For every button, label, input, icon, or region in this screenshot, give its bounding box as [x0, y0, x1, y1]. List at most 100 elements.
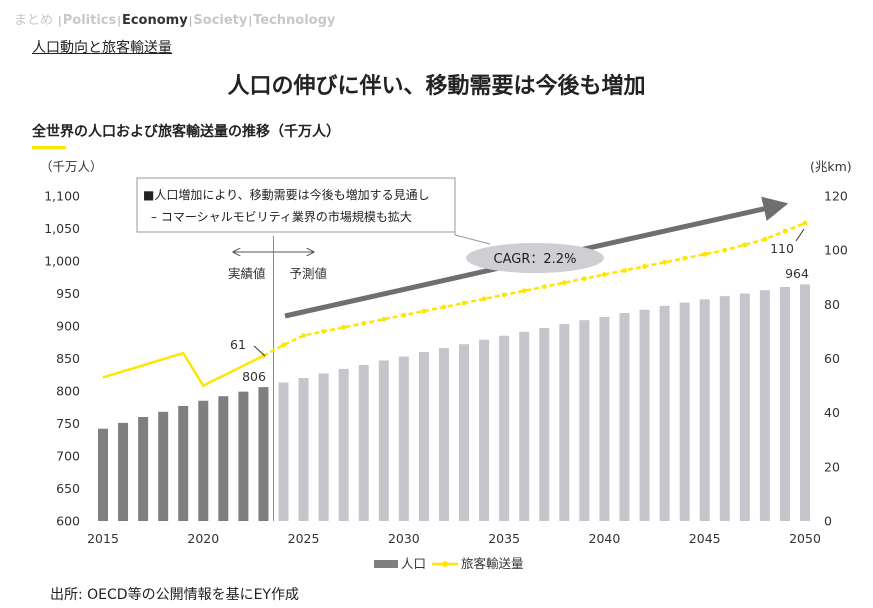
legend-swatch-population	[374, 560, 398, 568]
transport-point	[762, 236, 768, 242]
transport-point	[481, 296, 487, 302]
note-line: ■人口増加により、移動需要は今後も増加する見通し	[143, 187, 430, 202]
right-axis-unit: (兆km)	[810, 159, 852, 174]
y-left-tick-label: 750	[56, 416, 80, 431]
y-left-tick-label: 900	[56, 319, 80, 334]
data-label-population: 806	[242, 369, 266, 384]
transport-line-forecast	[262, 221, 806, 357]
y-right-tick-label: 40	[824, 405, 840, 420]
chart-heading: 全世界の人口および旅客輸送量の推移（千万人）	[32, 124, 340, 140]
bar-forecast	[539, 327, 550, 521]
nav-item-technology[interactable]: Technology	[253, 13, 336, 28]
bar-forecast	[579, 320, 590, 521]
bar-forecast	[278, 382, 289, 521]
bar-forecast	[639, 309, 650, 521]
transport-point	[541, 284, 547, 290]
transport-point	[261, 353, 266, 359]
note-box	[136, 177, 456, 233]
transport-point	[521, 288, 527, 294]
bar-forecast	[719, 296, 730, 521]
bar-forecast	[619, 313, 630, 521]
y-right-tick-label: 20	[824, 459, 840, 474]
data-label-transport: 61	[230, 337, 246, 352]
bar-forecast	[739, 293, 750, 521]
y-left-tick-label: 600	[56, 514, 80, 529]
bar-actual	[118, 422, 129, 521]
transport-point	[501, 292, 507, 298]
legend-marker-transport	[442, 561, 448, 567]
transport-point	[622, 268, 627, 273]
bar-forecast	[679, 302, 690, 521]
x-tick-label: 2015	[87, 531, 119, 546]
transport-point	[742, 242, 748, 248]
transport-point	[301, 333, 306, 338]
y-left-tick-label: 1,050	[44, 221, 80, 236]
bar-forecast	[659, 305, 670, 521]
bar-forecast	[599, 316, 610, 521]
transport-line-actual	[102, 351, 265, 388]
bar-actual	[238, 391, 249, 521]
transport-point	[461, 300, 467, 306]
nav-item-politics[interactable]: Politics	[62, 13, 117, 28]
bar-forecast	[358, 365, 369, 521]
bar-actual	[198, 400, 209, 521]
bar-actual	[258, 387, 269, 521]
cagr-oval	[466, 243, 604, 273]
y-right-tick-label: 0	[824, 514, 832, 529]
legend-label-population: 人口	[401, 556, 426, 571]
cagr-label: CAGR：2.2%	[494, 252, 577, 267]
bar-forecast	[459, 344, 470, 521]
y-left-tick-label: 950	[56, 286, 80, 301]
nav-separator: |	[188, 14, 193, 27]
bar-forecast	[699, 299, 710, 521]
bar-forecast	[759, 290, 770, 521]
nav-separator: |	[248, 14, 253, 27]
y-left-tick-label: 1,000	[44, 254, 80, 269]
transport-point	[602, 272, 607, 277]
x-tick-label: 2045	[689, 531, 721, 546]
y-left-tick-label: 650	[56, 481, 80, 496]
transport-point	[381, 316, 387, 322]
bar-actual	[158, 411, 169, 521]
bar-actual	[178, 405, 189, 521]
transport-point	[802, 220, 808, 226]
x-tick-label: 2020	[187, 531, 219, 546]
transport-point	[401, 312, 407, 318]
x-tick-label: 2025	[288, 531, 320, 546]
y-left-tick-label: 1,100	[44, 189, 80, 204]
transport-point	[421, 308, 427, 314]
transport-point	[361, 320, 367, 326]
data-label-population: 964	[785, 266, 809, 281]
transport-point	[581, 276, 587, 282]
forecast-label: 予測値	[289, 266, 327, 281]
y-right-tick-label: 80	[824, 297, 840, 312]
nav-item-economy[interactable]: Economy	[121, 13, 188, 28]
note-line: – コマーシャルモビリティ業界の市場規模も拡大	[151, 209, 412, 224]
bar-actual	[98, 428, 108, 521]
data-label-leader	[253, 345, 266, 357]
bar-actual	[218, 396, 229, 521]
nav-item-society[interactable]: Society	[193, 13, 248, 28]
bar-forecast	[499, 335, 510, 521]
section-title[interactable]: 人口動向と旅客輸送量	[32, 40, 172, 56]
legend-label-transport: 旅客輸送量	[461, 556, 524, 571]
x-tick-label: 2030	[388, 531, 420, 546]
bar-forecast	[779, 287, 790, 521]
nav-separator: |	[58, 14, 62, 27]
x-tick-label: 2040	[589, 531, 621, 546]
bar-forecast	[800, 284, 810, 521]
y-right-tick-label: 60	[824, 351, 840, 366]
transport-point	[642, 264, 647, 269]
y-left-tick-label: 800	[56, 384, 80, 399]
transport-point	[722, 247, 728, 253]
cagr-connector	[454, 234, 491, 245]
x-tick-label: 2035	[488, 531, 520, 546]
left-axis-unit: （千万人）	[40, 159, 103, 174]
actual-label: 実績値	[228, 266, 266, 281]
data-label-transport: 110	[770, 241, 794, 256]
source-note: 出所: OECD等の公開情報を基にEY作成	[50, 587, 299, 603]
y-right-tick-label: 120	[824, 189, 848, 204]
transport-point	[561, 280, 567, 286]
bar-forecast	[298, 378, 309, 521]
transport-point	[702, 251, 708, 257]
